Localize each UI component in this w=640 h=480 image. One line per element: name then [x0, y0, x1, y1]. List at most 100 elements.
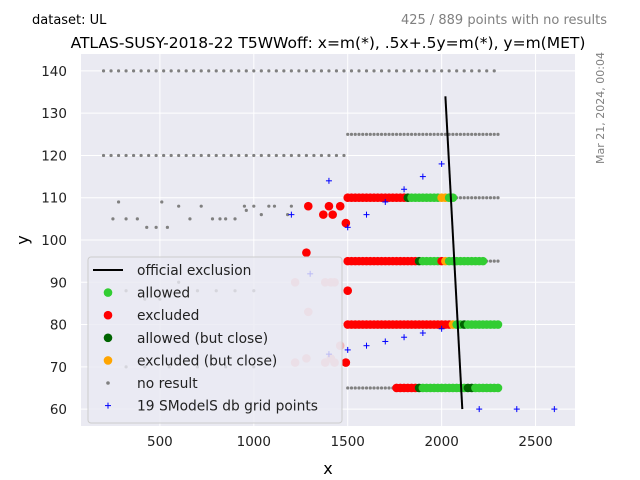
no-result-point: [101, 153, 106, 158]
no-result-point: [267, 69, 271, 73]
no-result-point: [267, 153, 271, 158]
no-result-point: [394, 69, 399, 73]
y-tick-label: 60: [50, 402, 67, 418]
x-tick-label: 2500: [518, 434, 552, 450]
no-result-point: [485, 69, 489, 73]
no-result-point: [364, 386, 369, 390]
official-exclusion-curve: [444, 96, 464, 410]
status-points: [290, 193, 503, 393]
no-result-point: [109, 153, 113, 158]
legend-swatch-dot: [103, 356, 113, 365]
no-result-point: [312, 153, 316, 158]
no-result-point: [425, 69, 429, 73]
excluded-point: [341, 218, 351, 228]
allowed-point: [493, 320, 503, 329]
legend-item-allowed-close: allowed (but close): [103, 331, 268, 347]
no-result-point: [361, 386, 365, 390]
no-result-point: [383, 386, 387, 390]
smodels-grid-points: [288, 160, 558, 413]
smodels-grid-point: [438, 160, 445, 167]
no-result-point: [222, 153, 226, 158]
no-result-point: [297, 153, 301, 158]
no-result-point: [473, 196, 478, 200]
no-result-point: [485, 132, 489, 136]
no-result-point: [402, 132, 406, 136]
no-result-point: [210, 217, 215, 221]
no-result-point: [383, 132, 387, 136]
smodels-grid-point: [401, 334, 408, 341]
no-result-point: [237, 69, 241, 73]
no-result-point: [470, 132, 474, 136]
legend: official exclusion allowed excluded allowed…: [87, 256, 343, 424]
no-result-point: [218, 217, 222, 221]
no-result-point: [473, 132, 478, 136]
no-result-point: [327, 69, 331, 73]
no-result-point: [135, 217, 139, 221]
no-result-point: [244, 69, 248, 73]
no-result-point: [259, 153, 263, 158]
no-result-point: [233, 217, 237, 221]
no-result-point: [272, 204, 277, 208]
no-result-point: [101, 69, 106, 73]
no-result-point: [177, 69, 181, 73]
no-result-point: [131, 69, 136, 73]
no-result-point: [455, 132, 459, 136]
no-result-point: [466, 132, 470, 136]
no-result-point: [244, 153, 248, 158]
no-result-point: [111, 217, 115, 221]
no-result-point: [462, 69, 466, 73]
dataset-label: dataset: UL: [32, 13, 107, 28]
no-result-point: [485, 196, 489, 200]
no-result-point: [402, 69, 406, 73]
no-result-point: [470, 196, 474, 200]
no-result-point: [379, 386, 384, 390]
legend-label: allowed (but close): [137, 331, 268, 347]
no-result-point: [334, 69, 339, 73]
smodels-grid-point: [382, 198, 389, 205]
y-tick-label: 140: [41, 64, 67, 80]
no-result-point: [147, 69, 151, 73]
x-axis-label: x: [323, 459, 332, 478]
y-tick-label: 70: [50, 360, 67, 376]
smodels-grid-point: [438, 325, 445, 332]
legend-swatch-dot: [103, 310, 113, 320]
no-result-point: [192, 69, 196, 73]
legend-label: allowed: [137, 286, 190, 302]
no-result-point: [488, 259, 493, 263]
no-result-point: [109, 69, 113, 73]
smodels-grid-point: [419, 330, 426, 336]
legend-item-excluded-close: excluded (but close): [103, 353, 277, 369]
no-result-point: [116, 153, 121, 158]
no-result-point: [406, 132, 410, 136]
no-result-point: [286, 213, 290, 217]
legend-swatch-dot: [103, 288, 113, 297]
smodels-grid-point: [382, 338, 389, 345]
no-result-point: [368, 132, 372, 136]
no-result-point: [492, 196, 496, 200]
no-result-point: [477, 69, 481, 73]
no-result-point: [417, 132, 421, 136]
no-result-point: [447, 69, 451, 73]
y-axis-label: y: [13, 235, 32, 244]
no-result-point: [477, 196, 481, 200]
no-result-point: [242, 204, 247, 208]
no-result-point: [289, 69, 293, 73]
no-result-point: [139, 153, 143, 158]
no-result-point: [199, 204, 203, 208]
x-tick-label: 2000: [424, 434, 458, 450]
chart-title: ATLAS-SUSY-2018-22 T5WWoff: x=m(*), .5x+…: [71, 34, 586, 52]
no-result-point: [274, 69, 278, 73]
smodels-grid-point: [476, 406, 483, 413]
y-tick-label: 120: [41, 148, 67, 164]
no-result-point: [177, 204, 181, 208]
no-result-point: [252, 204, 256, 208]
legend-label: excluded (but close): [137, 353, 277, 369]
no-result-point: [496, 259, 500, 263]
no-result-point: [379, 69, 384, 73]
no-result-point: [394, 132, 399, 136]
no-result-point: [304, 69, 308, 73]
no-result-point: [496, 132, 500, 136]
no-result-point: [124, 153, 128, 158]
no-result-point: [357, 132, 361, 136]
no-result-point: [387, 386, 391, 390]
